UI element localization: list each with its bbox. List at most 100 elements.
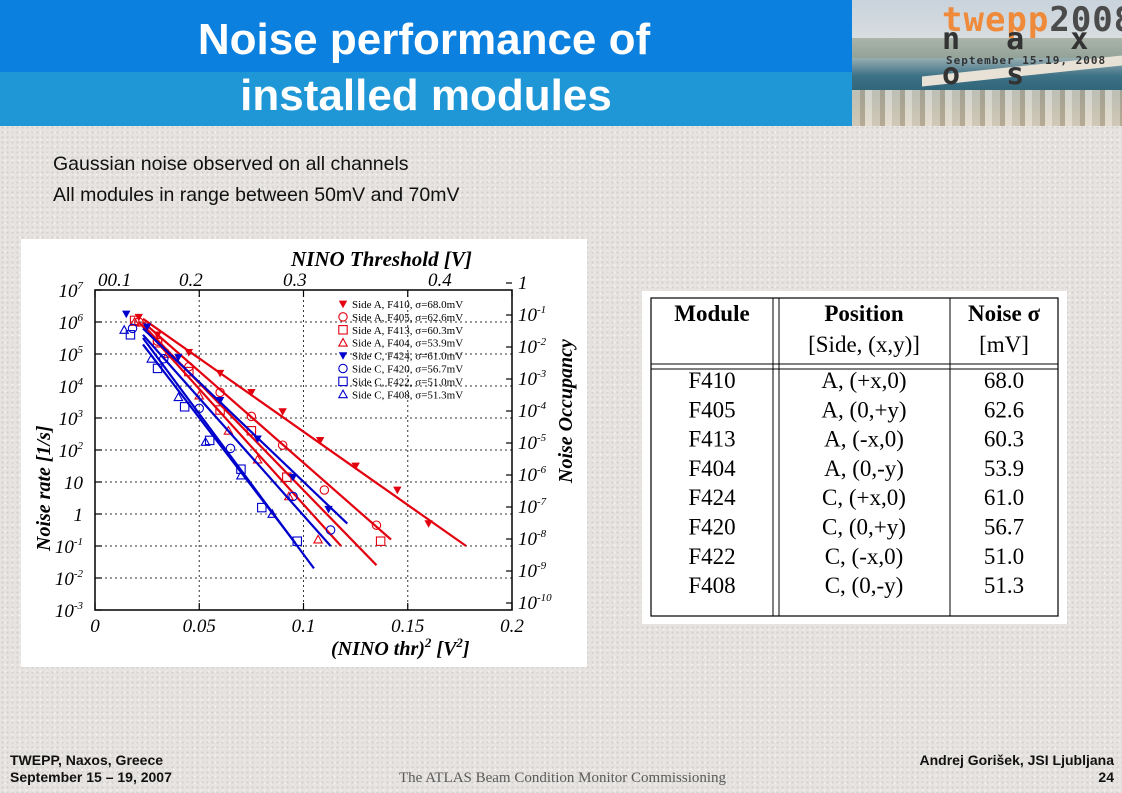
table-cell: F410 — [688, 368, 735, 393]
logo-town — [852, 90, 1122, 126]
module-noise-table: Module Position Noise σ [Side, (x,y)] [mV] F4… — [642, 291, 1067, 624]
series-1 — [134, 317, 392, 541]
logo-place: n a x o s — [942, 22, 1103, 92]
table-cell: 62.6 — [984, 397, 1024, 422]
data-point — [371, 520, 382, 530]
noise-rate-plot: NINO Threshold [V] (NINO thr)2 [V2] Nois… — [21, 239, 587, 667]
legend-entry: Side A, F410, σ=68.0mV — [352, 299, 463, 311]
y-axis-title: Noise rate [1/s] — [33, 425, 55, 552]
data-point — [215, 369, 225, 378]
legend-entry: Side A, F405, σ=62.6mV — [352, 312, 463, 324]
legend-marker — [338, 312, 348, 322]
data-point — [215, 405, 225, 415]
table-cell: F422 — [688, 544, 735, 569]
legend-entry: Side C, F408, σ=51.3mV — [352, 389, 463, 401]
x-tick-label: 0.15 — [391, 616, 424, 637]
legend-marker — [338, 300, 348, 309]
table-cell: F405 — [688, 397, 735, 422]
data-point — [253, 435, 262, 443]
right-tick-label: 10-5 — [518, 432, 547, 454]
table-header-cell: Module — [674, 301, 749, 326]
y-tick-label: 10-3 — [55, 600, 84, 622]
right-tick-label: 10-10 — [518, 592, 552, 614]
top-tick-label: 0.4 — [428, 270, 452, 291]
legend-marker — [338, 325, 348, 335]
data-point — [125, 330, 136, 340]
series-7 — [119, 324, 297, 544]
data-point — [225, 443, 236, 454]
table-header-cell: Noise σ — [968, 301, 1040, 326]
data-point — [247, 389, 256, 397]
data-point — [119, 324, 130, 334]
plot-frame — [94, 289, 513, 611]
data-point — [122, 310, 131, 319]
fit-line — [142, 327, 349, 525]
right-tick-label: 10-9 — [518, 560, 547, 582]
table-cell: 53.9 — [984, 456, 1024, 481]
table-cell: F413 — [688, 427, 735, 452]
x-axis-title: (NINO thr)2 [V2] — [331, 635, 470, 660]
table-cell: F404 — [688, 456, 736, 481]
footer-left: TWEPP, Naxos, Greece September 15 – 19, … — [10, 752, 172, 786]
y-tick-label: 10-1 — [55, 536, 83, 558]
data-point — [146, 353, 157, 363]
legend-marker — [337, 388, 349, 399]
right-tick-label: 10-1 — [518, 304, 546, 326]
y-tick-label: 107 — [59, 280, 84, 302]
bullet-text-1: Gaussian noise observed on all channels — [53, 153, 409, 175]
fit-line — [137, 321, 342, 547]
data-point — [200, 436, 211, 446]
logo-dates: September 15-19, 2008 — [946, 54, 1107, 67]
data-point — [173, 391, 184, 402]
data-point — [375, 536, 386, 546]
page-title-line2: installed modules — [240, 71, 612, 120]
legend-entry: Side C, F420, σ=56.7mV — [352, 364, 463, 376]
table-cell: 60.3 — [984, 427, 1024, 452]
y-tick-label: 10 — [64, 473, 84, 494]
logo-brand: twepp2008 — [942, 0, 1122, 40]
data-point — [215, 387, 225, 398]
y-tick-label: 104 — [59, 376, 84, 398]
footer-dates: September 15 – 19, 2007 — [10, 769, 172, 785]
data-point — [277, 440, 288, 450]
table-cell: A, (0,+y) — [821, 397, 906, 422]
legend-marker — [338, 352, 348, 360]
x-tick-label: 0.2 — [500, 616, 524, 637]
table-cell: A, (+x,0) — [821, 368, 906, 393]
y-tick-label: 102 — [59, 440, 84, 462]
data-point — [278, 408, 287, 416]
y-tick-label: 1 — [74, 505, 84, 526]
header-top-band — [0, 0, 852, 72]
data-point — [312, 534, 324, 544]
y-tick-label: 103 — [59, 408, 84, 430]
right-tick-label: 1 — [518, 273, 528, 294]
table-cell: C, (+x,0) — [822, 485, 906, 510]
top-tick-label: 00.1 — [98, 270, 131, 291]
table-cell: F408 — [688, 573, 735, 598]
x-tick-label: 0 — [90, 616, 100, 637]
y-tick-label: 10-2 — [55, 568, 84, 590]
x-tick-label: 0.05 — [183, 616, 216, 637]
data-point — [319, 485, 330, 495]
table-cell: 51.3 — [984, 573, 1024, 598]
data-point — [152, 338, 163, 348]
top-tick-label: 0.3 — [283, 270, 307, 291]
data-point — [393, 486, 402, 495]
table-header-cell-sub: [Side, (x,y)] — [808, 332, 920, 357]
data-point — [288, 491, 298, 502]
right-tick-label: 10-7 — [518, 496, 547, 518]
table-cell: 68.0 — [984, 368, 1024, 393]
footer-right: Andrej Gorišek, JSI Ljubljana 24 — [920, 752, 1115, 786]
table-cell: 56.7 — [984, 515, 1024, 540]
table-header-cell-sub: [mV] — [979, 332, 1029, 357]
table-cell: A, (-x,0) — [824, 427, 904, 452]
table-cell: C, (0,-y) — [825, 573, 904, 598]
table-cell: F424 — [688, 485, 736, 510]
legend-entry: Side A, F413, σ=60.3mV — [352, 325, 463, 337]
table-header-cell: Position — [824, 301, 903, 326]
data-point — [179, 402, 190, 412]
page-number: 24 — [1098, 769, 1114, 785]
table-cell: F420 — [688, 515, 735, 540]
page-title-line1: Noise performance of — [197, 15, 651, 64]
plot-svg: NINO Threshold [V] (NINO thr)2 [V2] Nois… — [33, 247, 577, 660]
